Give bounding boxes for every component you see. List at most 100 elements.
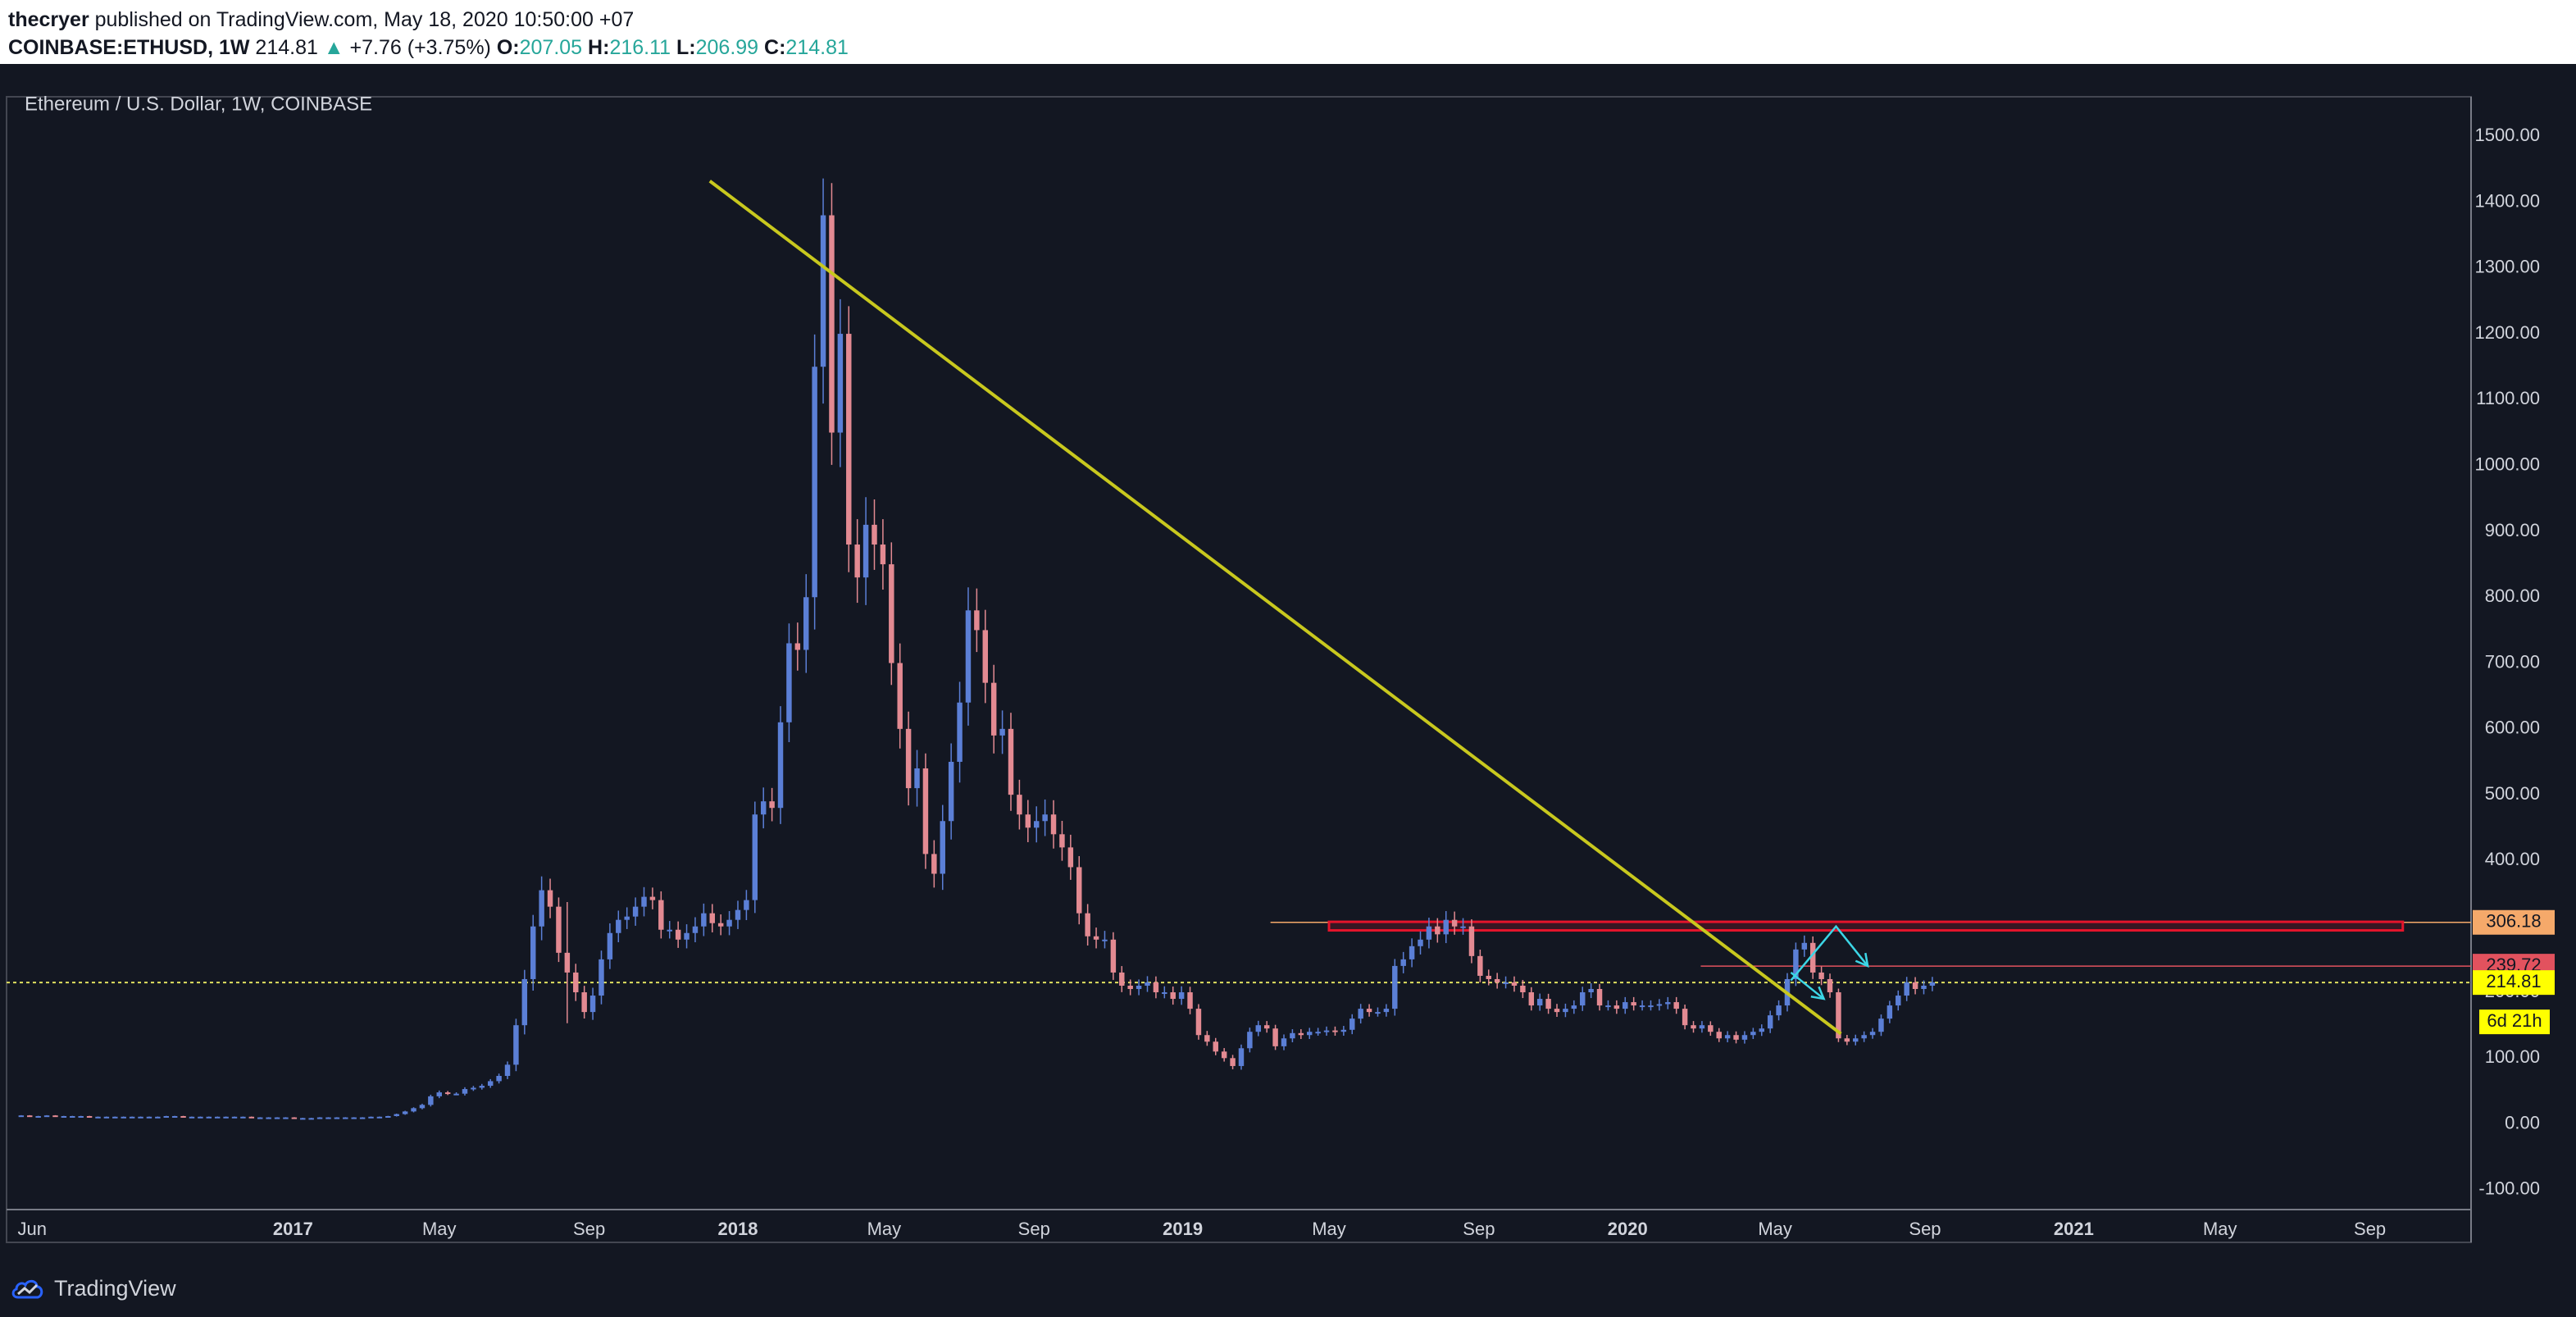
x-tick-label: Sep bbox=[1463, 1219, 1495, 1239]
author-name[interactable]: thecryer bbox=[8, 8, 89, 31]
candle-body bbox=[1263, 1025, 1270, 1029]
candle-body bbox=[1418, 939, 1423, 946]
candle-body bbox=[1869, 1032, 1876, 1036]
candle-body bbox=[1358, 1009, 1363, 1019]
candle-body bbox=[1392, 965, 1398, 1009]
candle-body bbox=[171, 1115, 178, 1118]
candle-body bbox=[897, 663, 903, 729]
candle-body bbox=[206, 1116, 212, 1119]
candle-body bbox=[820, 215, 826, 367]
chart-svg[interactable]: Ethereum / U.S. Dollar, 1W, COINBASE 150… bbox=[0, 64, 2576, 1255]
candle-body bbox=[598, 959, 604, 996]
candle-body bbox=[121, 1116, 126, 1119]
candle-body bbox=[1716, 1032, 1722, 1039]
candle-body bbox=[1443, 919, 1449, 935]
candle-body bbox=[521, 978, 528, 1026]
candle-body bbox=[308, 1118, 314, 1120]
candle-body bbox=[1162, 992, 1167, 995]
candle-body bbox=[1025, 814, 1031, 828]
x-tick-label: 2017 bbox=[273, 1219, 313, 1239]
candle-body bbox=[1119, 972, 1125, 986]
arrow-head-icon bbox=[1855, 952, 1869, 968]
candle-body bbox=[854, 545, 860, 578]
candle-body bbox=[1153, 982, 1159, 993]
price-badge-label: 214.81 bbox=[2486, 971, 2541, 991]
candle-body bbox=[1050, 814, 1057, 835]
candle-body bbox=[1520, 985, 1526, 993]
candle-body bbox=[394, 1114, 399, 1116]
candle-body bbox=[1904, 982, 1909, 996]
projection-arrows bbox=[1790, 924, 1869, 1000]
y-tick-label: 900.00 bbox=[2485, 520, 2540, 540]
candle-body bbox=[513, 1025, 519, 1065]
resistance-zone bbox=[1327, 920, 2405, 932]
candle-body bbox=[1741, 1035, 1748, 1040]
candle-body bbox=[1230, 1058, 1236, 1066]
close-value: 214.81 bbox=[785, 36, 849, 59]
candle-body bbox=[1204, 1035, 1210, 1042]
candle-body bbox=[624, 916, 630, 920]
candle-body bbox=[1853, 1038, 1859, 1042]
footer-brand: TradingView bbox=[54, 1275, 176, 1301]
candle-body bbox=[1656, 1004, 1663, 1006]
candle-body bbox=[684, 932, 690, 940]
candle-body bbox=[359, 1117, 366, 1119]
ohlc-line: COINBASE:ETHUSD, 1W 214.81 ▲ +7.76 (+3.7… bbox=[8, 33, 849, 62]
candle-body bbox=[905, 728, 912, 789]
candle-body bbox=[1545, 999, 1551, 1009]
candle-body bbox=[1033, 821, 1040, 828]
candle-body bbox=[607, 932, 613, 959]
candle-body bbox=[1623, 1002, 1628, 1009]
candle-body bbox=[1059, 834, 1065, 848]
price-badge bbox=[2473, 909, 2555, 935]
candle-body bbox=[316, 1117, 323, 1119]
trendline-group bbox=[708, 180, 1842, 1036]
candle-body bbox=[1145, 982, 1150, 986]
projection-arrow bbox=[1790, 971, 1825, 1000]
candle-body bbox=[999, 728, 1005, 736]
candle-body bbox=[1511, 982, 1518, 986]
candle-body bbox=[1929, 982, 1936, 986]
tradingview-logo[interactable]: TradingView bbox=[10, 1272, 176, 1305]
x-tick-label: Sep bbox=[1018, 1219, 1050, 1239]
candle-body bbox=[1290, 1032, 1295, 1039]
candle-body bbox=[1844, 1038, 1850, 1042]
candle-body bbox=[240, 1116, 246, 1119]
arrow-head-icon bbox=[1810, 986, 1826, 1000]
candle-body bbox=[931, 854, 937, 874]
candle-body bbox=[1886, 1005, 1893, 1019]
candle-body bbox=[198, 1116, 203, 1119]
candle-body bbox=[1921, 985, 1927, 990]
candle-body bbox=[70, 1115, 75, 1118]
candle-body bbox=[1793, 949, 1799, 979]
candle-body bbox=[701, 913, 707, 927]
chart-background bbox=[0, 64, 2576, 1255]
candle-body bbox=[564, 952, 571, 973]
candle-body bbox=[1861, 1035, 1867, 1039]
y-tick-label: 1500.00 bbox=[2474, 125, 2540, 145]
chart-title: Ethereum / U.S. Dollar, 1W, COINBASE bbox=[25, 93, 372, 115]
candle-body bbox=[1340, 1029, 1347, 1032]
x-tick-label: 2018 bbox=[718, 1219, 758, 1239]
x-tick-label: May bbox=[1312, 1219, 1346, 1239]
candle-body bbox=[735, 909, 741, 920]
candle-body bbox=[155, 1116, 161, 1119]
candle-body bbox=[1127, 985, 1133, 990]
candle-body bbox=[1613, 1005, 1620, 1009]
candle-body bbox=[325, 1117, 331, 1119]
candle-body bbox=[1750, 1032, 1756, 1036]
candle-body bbox=[291, 1117, 298, 1119]
candle-body bbox=[462, 1089, 468, 1094]
candle-body bbox=[86, 1115, 93, 1118]
open-label: O: bbox=[496, 36, 520, 59]
candle-body bbox=[52, 1115, 58, 1118]
candle-body bbox=[922, 768, 929, 854]
last-price: 214.81 bbox=[255, 36, 318, 59]
candle-body bbox=[829, 215, 835, 433]
chart-area[interactable]: Ethereum / U.S. Dollar, 1W, COINBASE 150… bbox=[0, 64, 2576, 1255]
candle-body bbox=[1323, 1030, 1330, 1032]
y-tick-label: 1100.00 bbox=[2476, 388, 2540, 408]
candle-body bbox=[274, 1117, 280, 1119]
candle-body bbox=[283, 1117, 289, 1119]
candle-body bbox=[428, 1096, 434, 1105]
